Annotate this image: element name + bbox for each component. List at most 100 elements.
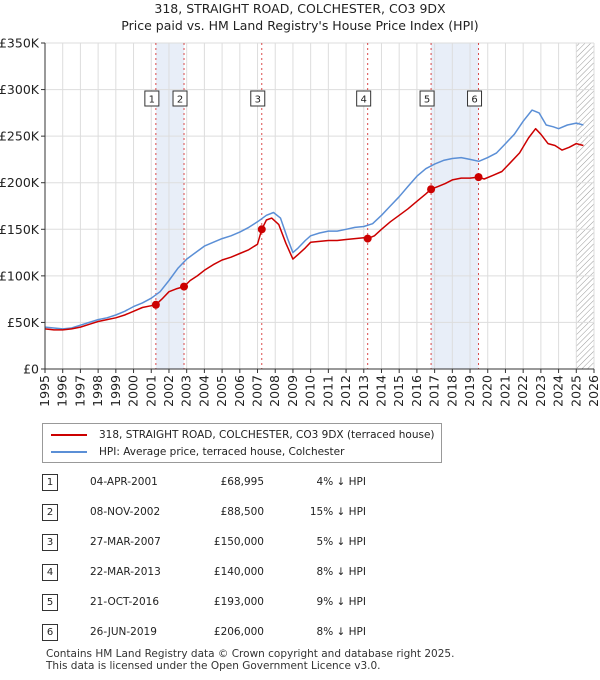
forecast-hatch bbox=[576, 43, 594, 369]
sale-price: £193,000 bbox=[213, 596, 264, 608]
x-tick-label: 2022 bbox=[515, 375, 530, 407]
sale-hpi-diff: 15% ↓ HPI bbox=[309, 506, 366, 518]
x-tick-label: 2018 bbox=[444, 375, 459, 407]
x-tick-label: 2010 bbox=[303, 375, 318, 407]
sale-point bbox=[180, 282, 189, 291]
sale-date: 26-JUN-2019 bbox=[90, 626, 157, 638]
x-tick-label: 1997 bbox=[72, 375, 87, 407]
sale-date: 08-NOV-2002 bbox=[90, 506, 161, 518]
series-lines bbox=[44, 109, 584, 331]
y-tick-label: £350K bbox=[0, 36, 40, 51]
x-tick-label: 1998 bbox=[90, 375, 105, 407]
sale-date: 22-MAR-2013 bbox=[90, 566, 161, 578]
sale-label-box bbox=[250, 90, 266, 107]
sale-price: £140,000 bbox=[213, 566, 264, 578]
sale-point bbox=[363, 234, 372, 243]
y-tick-label: £200K bbox=[0, 175, 40, 190]
sale-label: 2 bbox=[177, 95, 183, 106]
x-tick-label: 2008 bbox=[267, 375, 282, 407]
sale-points bbox=[151, 173, 483, 309]
legend-item-property: 318, STRAIGHT ROAD, COLCHESTER, CO3 9DX … bbox=[51, 427, 435, 443]
footer-licence: This data is licensed under the Open Gov… bbox=[46, 660, 381, 672]
sale-label-box bbox=[419, 90, 435, 107]
sale-label-box bbox=[356, 90, 372, 107]
sale-number-badge: 5 bbox=[42, 594, 58, 611]
sale-date: 27-MAR-2007 bbox=[90, 536, 161, 548]
x-tick-label: 2011 bbox=[320, 375, 335, 407]
legend: 318, STRAIGHT ROAD, COLCHESTER, CO3 9DX … bbox=[42, 423, 442, 463]
x-tick-label: 2014 bbox=[373, 375, 388, 407]
x-tick-label: 2005 bbox=[214, 375, 229, 407]
x-tick-label: 2026 bbox=[586, 375, 600, 407]
sale-hpi-diff: 5% ↓ HPI bbox=[316, 536, 366, 548]
x-tick-label: 2015 bbox=[391, 375, 406, 407]
sale-label-box bbox=[144, 90, 160, 107]
x-tick-label: 2020 bbox=[480, 375, 495, 407]
table-row: 2 08-NOV-2002 £88,500 15% ↓ HPI bbox=[42, 502, 402, 522]
x-tick-label: 2012 bbox=[338, 375, 353, 407]
sale-point bbox=[257, 225, 266, 234]
sale-label: 5 bbox=[424, 95, 430, 106]
x-tick-label: 2007 bbox=[250, 375, 265, 407]
sale-number-badge: 1 bbox=[42, 474, 58, 491]
legend-swatch-hpi bbox=[51, 451, 87, 453]
x-tick-label: 1999 bbox=[108, 375, 123, 407]
sale-labels: 1 2 3 4 5 6 bbox=[144, 90, 483, 107]
x-tick-label: 2002 bbox=[161, 375, 176, 407]
chart-title: 318, STRAIGHT ROAD, COLCHESTER, CO3 9DX bbox=[154, 1, 446, 16]
sale-number-badge: 6 bbox=[42, 624, 58, 641]
x-tick-label: 2021 bbox=[497, 375, 512, 407]
y-tick-label: £250K bbox=[0, 129, 40, 144]
x-tick-label: 2001 bbox=[143, 375, 158, 407]
y-tick-label: £150K bbox=[0, 222, 40, 237]
legend-swatch-property bbox=[51, 434, 87, 436]
x-tick-label: 2013 bbox=[356, 375, 371, 407]
sale-price: £150,000 bbox=[213, 536, 264, 548]
legend-item-hpi: HPI: Average price, terraced house, Colc… bbox=[51, 444, 344, 460]
sale-number-badge: 3 bbox=[42, 534, 58, 551]
table-row: 1 04-APR-2001 £68,995 4% ↓ HPI bbox=[42, 472, 402, 492]
sale-hpi-diff: 8% ↓ HPI bbox=[316, 566, 366, 578]
table-row: 3 27-MAR-2007 £150,000 5% ↓ HPI bbox=[42, 532, 402, 552]
sale-price: £206,000 bbox=[213, 626, 264, 638]
sale-label-box bbox=[172, 90, 188, 107]
legend-label-property: 318, STRAIGHT ROAD, COLCHESTER, CO3 9DX … bbox=[99, 429, 435, 441]
x-tick-label: 2000 bbox=[126, 375, 141, 407]
sale-price: £68,995 bbox=[220, 476, 264, 488]
sale-vlines bbox=[155, 43, 480, 369]
sale-hpi-diff: 9% ↓ HPI bbox=[316, 596, 366, 608]
gridlines bbox=[44, 42, 595, 370]
sale-label: 4 bbox=[360, 95, 366, 106]
x-tick-label: 2019 bbox=[462, 375, 477, 407]
sale-label-box bbox=[467, 90, 483, 107]
table-row: 4 22-MAR-2013 £140,000 8% ↓ HPI bbox=[42, 562, 402, 582]
legend-label-hpi: HPI: Average price, terraced house, Colc… bbox=[99, 446, 345, 458]
price-chart: 1 2 3 4 5 6 £0 £50K £100K £150K £200K £250K £300K £3… bbox=[0, 36, 600, 407]
x-tick-label: 2004 bbox=[196, 375, 211, 407]
x-tick-label: 1996 bbox=[55, 375, 70, 407]
sale-label: 3 bbox=[255, 95, 261, 106]
y-tick-label: £300K bbox=[0, 82, 40, 97]
sale-label: 6 bbox=[471, 95, 477, 106]
x-tick-label: 2025 bbox=[568, 375, 583, 407]
x-tick-label: 2006 bbox=[232, 375, 247, 407]
y-tick-label: £100K bbox=[0, 268, 40, 283]
x-tick-label: 1995 bbox=[37, 375, 52, 407]
x-tick-label: 2009 bbox=[285, 375, 300, 407]
hpi-line bbox=[44, 109, 584, 330]
sale-hpi-diff: 4% ↓ HPI bbox=[316, 476, 366, 488]
sale-number-badge: 2 bbox=[42, 504, 58, 521]
x-tick-label: 2023 bbox=[533, 375, 548, 407]
x-tick-label: 2017 bbox=[427, 375, 442, 407]
property-price-line bbox=[44, 127, 584, 331]
x-tick-label: 2016 bbox=[409, 375, 424, 407]
footer-copyright: Contains HM Land Registry data © Crown c… bbox=[46, 648, 455, 660]
sale-label: 1 bbox=[149, 95, 155, 106]
sale-date: 04-APR-2001 bbox=[90, 476, 158, 488]
chart-subtitle: Price paid vs. HM Land Registry's House … bbox=[121, 18, 479, 33]
axes: £0 £50K £100K £150K £200K £250K £300K £350K 1995… bbox=[0, 36, 600, 407]
sale-number-badge: 4 bbox=[42, 564, 58, 581]
sale-price: £88,500 bbox=[220, 506, 264, 518]
x-tick-label: 2003 bbox=[179, 375, 194, 407]
x-tick-label: 2024 bbox=[551, 375, 566, 407]
